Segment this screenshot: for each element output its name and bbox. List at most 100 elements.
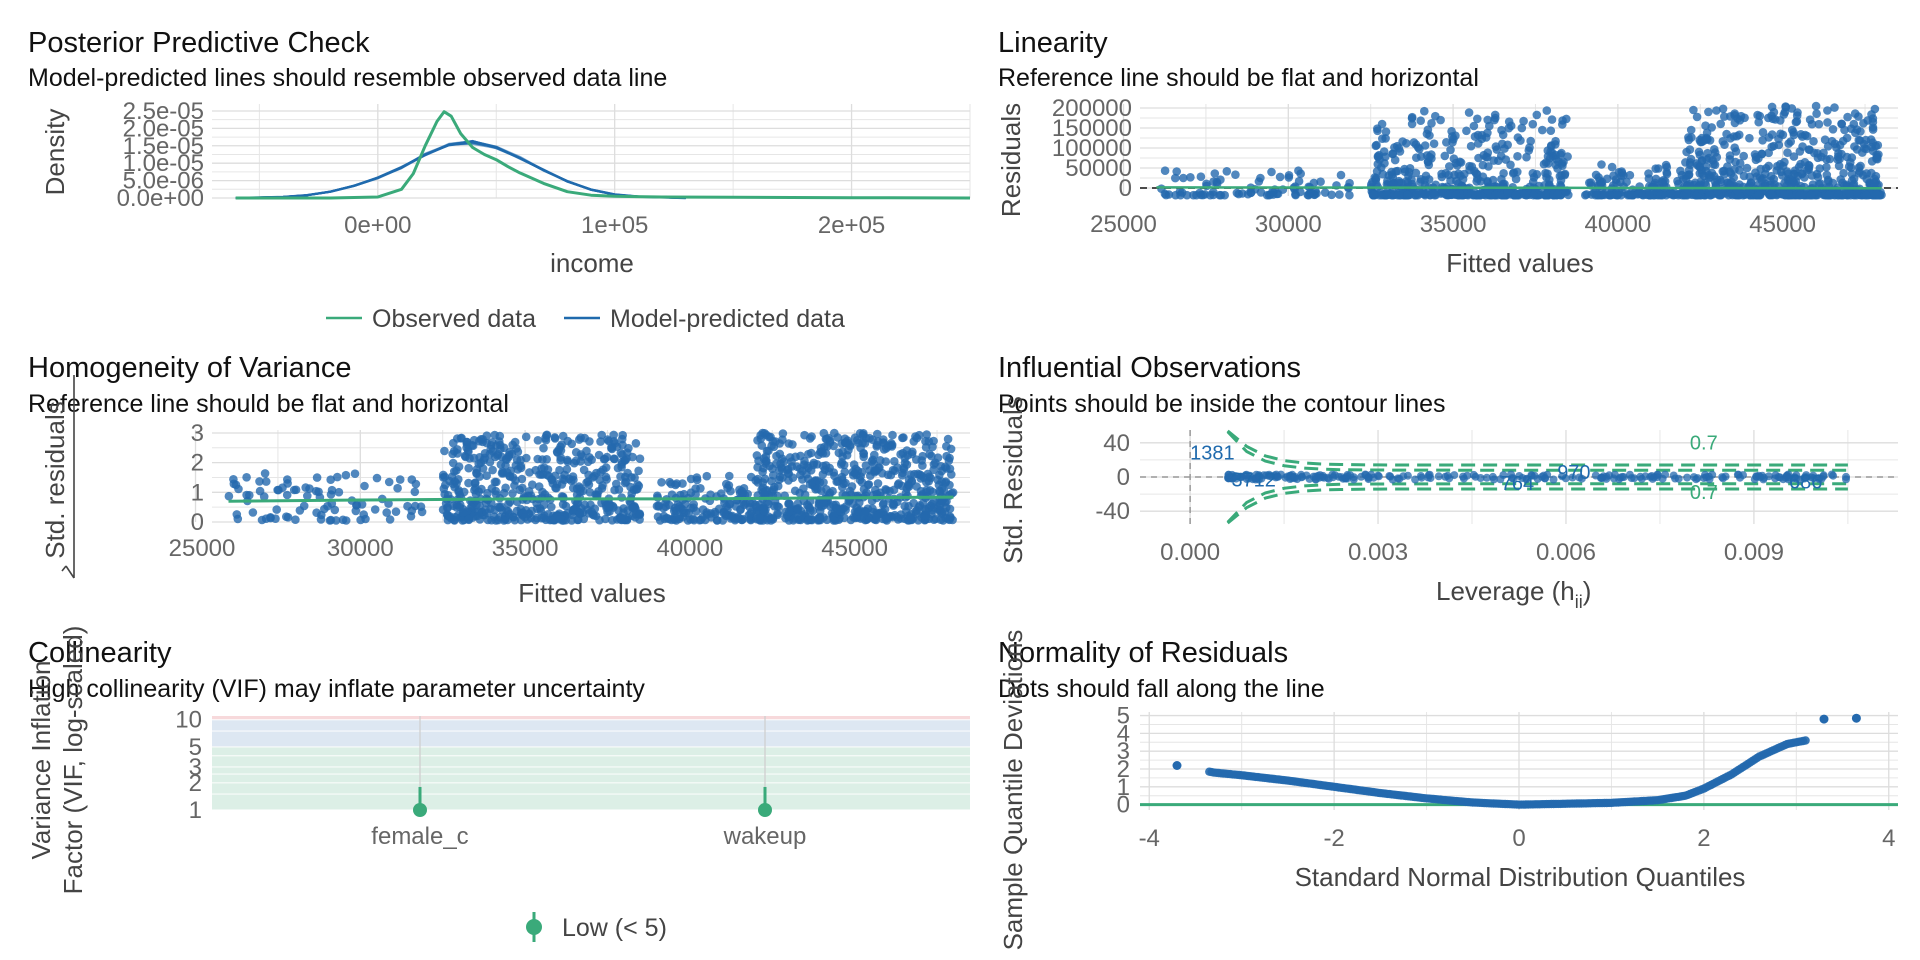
normality-y-tick-label: 1 (1117, 774, 1130, 801)
homogeneity-point (753, 474, 762, 484)
homogeneity-point (516, 455, 525, 465)
homogeneity-point (744, 510, 754, 520)
normality-y-tick-label: 2 (1117, 756, 1130, 783)
linearity-point (1381, 134, 1390, 143)
homogeneity-point (551, 483, 560, 493)
linearity-point (1189, 190, 1198, 200)
homogeneity-x-tick-label: 35000 (492, 535, 559, 562)
homogeneity-point (946, 444, 956, 454)
homogeneity-point (410, 487, 420, 497)
homogeneity-point (928, 442, 937, 452)
linearity-point (1855, 136, 1865, 145)
homogeneity-point (585, 488, 595, 497)
homogeneity-point (273, 485, 282, 495)
homogeneity-point (495, 503, 505, 512)
linearity-point (1382, 179, 1392, 189)
homogeneity-point (861, 507, 870, 516)
homogeneity-point (440, 472, 450, 482)
linearity-point (1685, 179, 1695, 189)
homogeneity-point (555, 515, 565, 524)
influential-point (1708, 470, 1717, 479)
normality-point (1851, 713, 1861, 723)
linearity-point (1822, 162, 1831, 172)
homogeneity-point (618, 430, 627, 440)
homogeneity-point (384, 477, 394, 487)
homogeneity-point (538, 470, 548, 479)
homogeneity-point (539, 443, 548, 453)
linearity-point (1593, 190, 1602, 200)
linearity-point (1186, 173, 1195, 182)
collinearity-x-ticks: female_c wakeup (371, 823, 806, 850)
linearity-fit-line (1156, 186, 1882, 190)
linearity-point (1612, 178, 1621, 188)
homogeneity-point (454, 475, 463, 484)
homogeneity-point (783, 469, 793, 478)
homogeneity-point (846, 440, 855, 450)
linearity-point (1870, 178, 1879, 188)
homogeneity-point (837, 472, 847, 482)
homogeneity-title: Homogeneity of Variance (28, 352, 351, 384)
linearity-point (1859, 119, 1868, 128)
linearity-point (1446, 145, 1455, 155)
homogeneity-point (928, 487, 937, 497)
homogeneity-point (785, 507, 794, 516)
collinearity-point (413, 803, 427, 817)
homogeneity-point (850, 433, 860, 443)
normality-y-tick-label: 0 (1117, 792, 1130, 819)
linearity-subtitle: Reference line should be flat and horizo… (998, 64, 1479, 92)
homogeneity-point (513, 465, 523, 474)
homogeneity-y-tick-label: 0 (191, 509, 204, 536)
homogeneity-subtitle: Reference line should be flat and horizo… (28, 390, 509, 418)
influential-point-label: 686 (1789, 471, 1822, 493)
linearity-point (1684, 170, 1693, 180)
homogeneity-point (671, 480, 680, 490)
legend-observed-label: Observed data (372, 305, 536, 333)
homogeneity-point (452, 503, 461, 512)
homogeneity-point (316, 515, 326, 524)
panel-ppc: Posterior Predictive Check Model-predict… (28, 27, 971, 333)
linearity-point (1854, 163, 1864, 172)
homogeneity-point (487, 515, 496, 525)
homogeneity-point (752, 451, 762, 460)
homogeneity-point (554, 445, 564, 455)
linearity-point (1854, 112, 1863, 121)
ppc-y-tick-label: 0.0e+00 (117, 185, 204, 212)
homogeneity-point (470, 479, 480, 488)
linearity-point (1850, 142, 1859, 151)
homogeneity-point (417, 507, 427, 517)
homogeneity-point (899, 433, 908, 442)
panel-linearity: Linearity Reference line should be flat … (996, 27, 1898, 278)
linearity-point (1839, 168, 1848, 178)
homogeneity-point (563, 455, 572, 465)
homogeneity-point (584, 509, 594, 518)
linearity-point (1294, 176, 1304, 186)
homogeneity-point (778, 429, 788, 438)
linearity-point (1377, 119, 1387, 129)
linearity-point (1766, 171, 1776, 181)
linearity-point (1794, 162, 1804, 172)
collinearity-subtitle: High collinearity (VIF) may inflate para… (28, 675, 645, 703)
homogeneity-point (482, 471, 492, 481)
influential-point (1434, 472, 1443, 481)
homogeneity-point (372, 473, 382, 483)
homogeneity-point (944, 456, 954, 465)
linearity-point (1586, 178, 1596, 187)
collinearity-points (413, 786, 772, 817)
linearity-point (1867, 110, 1876, 119)
ppc-y-tick-label: 2.5e-05 (123, 98, 204, 125)
influential-point (1411, 475, 1420, 484)
influential-point (1661, 470, 1670, 479)
linearity-point (1822, 170, 1832, 180)
homogeneity-point (890, 457, 899, 466)
influential-point (1750, 475, 1759, 484)
homogeneity-point (464, 463, 474, 473)
homogeneity-x-ticks: 25000 30000 35000 40000 45000 (169, 535, 888, 562)
homogeneity-point (929, 515, 939, 524)
homogeneity-point (701, 515, 710, 525)
linearity-point (1720, 140, 1729, 149)
influential-point (1784, 475, 1793, 484)
normality-y-tick-label: 5 (1117, 703, 1130, 730)
linearity-point (1448, 132, 1457, 141)
influential-points (1224, 470, 1850, 484)
linearity-point (1179, 173, 1188, 183)
